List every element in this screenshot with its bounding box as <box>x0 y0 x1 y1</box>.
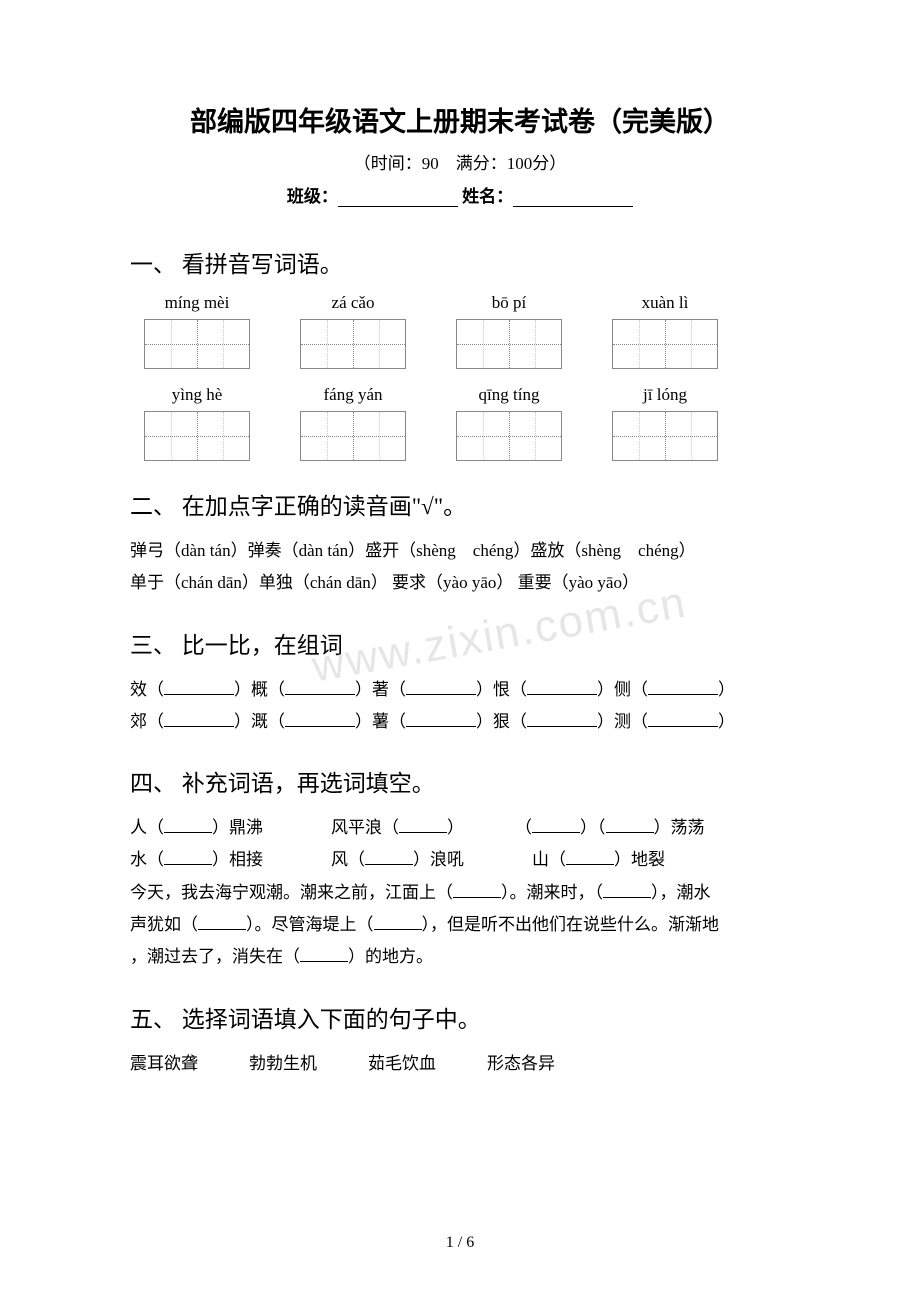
s3-w: 狠 <box>493 712 510 731</box>
s4-w: 风平浪（ <box>331 818 399 837</box>
s3-w: 侧 <box>614 680 631 699</box>
s4-w: ） <box>447 818 456 837</box>
pinyin: xuàn lì <box>612 293 718 313</box>
blank[interactable] <box>532 819 580 833</box>
blank[interactable] <box>527 681 597 695</box>
char-box[interactable] <box>300 411 406 461</box>
page-title: 部编版四年级语文上册期末考试卷（完美版） <box>130 100 790 139</box>
blank[interactable] <box>648 713 718 727</box>
blank[interactable] <box>648 681 718 695</box>
s4-w: 人（ <box>130 818 164 837</box>
blank[interactable] <box>527 713 597 727</box>
s4-w: 山（ <box>532 850 566 869</box>
name-label: 姓名： <box>462 187 513 206</box>
blank[interactable] <box>606 819 654 833</box>
name-input[interactable] <box>513 189 633 207</box>
char-box[interactable] <box>456 319 562 369</box>
subtitle: （时间：90 满分：100分） <box>130 149 790 174</box>
boxes-row-1 <box>144 319 790 369</box>
s3-w: 薯 <box>372 712 389 731</box>
section-5-head: 五、 选择词语填入下面的句子中。 <box>130 1000 790 1034</box>
blank[interactable] <box>406 713 476 727</box>
s4-p: ，潮过去了，消失在（ <box>130 947 300 966</box>
s4-w: ）浪吼 <box>413 850 464 869</box>
char-box[interactable] <box>612 411 718 461</box>
blank[interactable] <box>164 819 212 833</box>
s4-p: 声犹如（ <box>130 915 198 934</box>
s5-opts: 震耳欲聋 勃勃生机 茹毛饮血 形态各异 <box>130 1048 790 1080</box>
section-3-body: 效（）概（）著（）恨（）侧（） 郊（）溉（）薯（）狠（）测（） <box>130 674 790 739</box>
s4-p: 今天，我去海宁观潮。潮来之前，江面上（ <box>130 883 453 902</box>
blank[interactable] <box>374 916 422 930</box>
blank[interactable] <box>164 851 212 865</box>
blank[interactable] <box>399 819 447 833</box>
blank[interactable] <box>365 851 413 865</box>
char-box[interactable] <box>300 319 406 369</box>
s4-p: ），但是听不出他们在说些什么。渐渐地 <box>422 915 720 934</box>
s4-w: ）鼎沸 <box>212 818 263 837</box>
s4-w: ）地裂 <box>614 850 665 869</box>
s4-w: 水（ <box>130 850 164 869</box>
char-box[interactable] <box>612 319 718 369</box>
section-4-body: 人（ ）鼎沸 风平浪（ ） （ ）（ ）荡荡 水（ ）相接 风（ ）浪吼 山（ ）地裂 今天，… <box>130 812 790 973</box>
section-5-body: 震耳欲聋 勃勃生机 茹毛饮血 形态各异 <box>130 1048 790 1080</box>
blank[interactable] <box>453 884 501 898</box>
s3-w: 著 <box>372 680 389 699</box>
s4-w: ）荡荡 <box>654 818 705 837</box>
s4-w: （ <box>524 818 533 837</box>
char-box[interactable] <box>144 319 250 369</box>
s4-w: ）相接 <box>212 850 263 869</box>
s3-w: 郊 <box>130 712 147 731</box>
pinyin: jī lóng <box>612 385 718 405</box>
section-4-head: 四、 补充词语，再选词填空。 <box>130 764 790 798</box>
fill-row: 班级： 姓名： <box>130 182 790 207</box>
section-1-head: 一、 看拼音写词语。 <box>130 245 790 279</box>
class-label: 班级： <box>287 187 338 206</box>
s4-p: ）。尽管海堤上（ <box>246 915 374 934</box>
section-2-head: 二、 在加点字正确的读音画"√"。 <box>130 487 790 521</box>
blank[interactable] <box>406 681 476 695</box>
blank[interactable] <box>198 916 246 930</box>
char-box[interactable] <box>456 411 562 461</box>
blank[interactable] <box>566 851 614 865</box>
pinyin-row-2: yìng hè fáng yán qīng tíng jī lóng <box>144 385 790 405</box>
s4-w: 风（ <box>331 850 365 869</box>
page-number: 1 / 6 <box>0 1234 920 1252</box>
s4-p: ）。潮来时，（ <box>501 883 603 902</box>
pinyin: qīng tíng <box>456 385 562 405</box>
section-2-body: 弹弓（dàn tán）弹奏（dàn tán）盛开（shèng chéng）盛放（… <box>130 535 790 600</box>
s4-p: ），潮水 <box>651 883 711 902</box>
blank[interactable] <box>164 713 234 727</box>
s4-w: ）（ <box>580 818 606 837</box>
class-input[interactable] <box>338 189 458 207</box>
blank[interactable] <box>300 948 348 962</box>
blank[interactable] <box>285 713 355 727</box>
section-3-head: 三、 比一比，在组词 <box>130 626 790 660</box>
boxes-row-2 <box>144 411 790 461</box>
blank[interactable] <box>164 681 234 695</box>
pinyin: yìng hè <box>144 385 250 405</box>
pinyin: zá cǎo <box>300 293 406 313</box>
char-box[interactable] <box>144 411 250 461</box>
s3-w: 溉 <box>251 712 268 731</box>
s2-line2: 单于（chán dān）单独（chán dān） 要求（yào yāo） 重要（… <box>130 567 790 599</box>
pinyin-row-1: míng mèi zá cǎo bō pí xuàn lì <box>144 293 790 313</box>
pinyin: fáng yán <box>300 385 406 405</box>
pinyin: bō pí <box>456 293 562 313</box>
blank[interactable] <box>285 681 355 695</box>
s3-w: 测 <box>614 712 631 731</box>
s4-p: ）的地方。 <box>348 947 433 966</box>
s3-w: 概 <box>251 680 268 699</box>
s3-w: 恨 <box>493 680 510 699</box>
pinyin: míng mèi <box>144 293 250 313</box>
s2-line1: 弹弓（dàn tán）弹奏（dàn tán）盛开（shèng chéng）盛放（… <box>130 535 790 567</box>
blank[interactable] <box>603 884 651 898</box>
s3-w: 效 <box>130 680 147 699</box>
